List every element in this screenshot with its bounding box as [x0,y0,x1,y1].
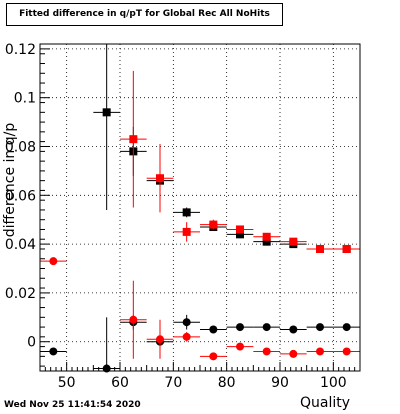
x-tick-label: 80 [218,375,236,391]
square-marker [182,208,191,217]
square-marker [209,220,218,229]
square-marker [262,237,271,246]
chart-title: Fitted difference in q/pT for Global Rec… [6,3,283,26]
circle-marker [342,323,351,332]
square-marker [182,227,191,236]
data-series [40,44,360,373]
circle-marker [182,332,191,341]
y-tick-label: 0.06 [5,188,36,204]
square-marker [316,244,324,253]
circle-marker [236,323,244,332]
square-marker [289,237,298,246]
circle-marker [182,318,191,327]
series-1 [120,70,360,253]
circle-marker [316,347,324,356]
square-marker [236,230,244,239]
circle-marker [129,315,138,324]
square-marker [156,174,164,183]
x-tick-label: 50 [58,375,76,391]
square-marker [102,108,111,117]
y-tick-label: 0 [27,335,36,351]
y-tick-label: 0.04 [5,237,36,253]
circle-marker [209,352,218,361]
square-marker [129,135,138,144]
x-tick-label: 90 [271,375,289,391]
circle-marker [49,347,58,356]
y-axis-label: difference in q/p [2,122,18,238]
y-tick-label: 0.1 [14,91,36,107]
x-axis-label: Quality [300,395,351,411]
circle-marker [289,325,298,334]
grid-lines [40,44,360,371]
square-marker [262,232,271,241]
circle-marker [236,342,244,351]
series-3 [40,257,360,361]
square-marker [342,244,351,253]
circle-marker [209,325,218,334]
datestamp: Wed Nov 25 11:41:54 2020 [4,400,141,410]
circle-marker [156,335,164,344]
y-tick-label: 0.12 [5,42,36,58]
axis-ticks: 50 60 70 80 90 100 0 0.02 0.04 0.06 0.08 0.1 0.12 [5,42,361,391]
x-tick-label: 100 [320,375,347,391]
square-marker [236,225,244,234]
circle-marker [262,323,271,332]
y-tick-label: 0.08 [5,139,36,155]
circle-marker [49,257,58,266]
y-tick-label: 0.02 [5,286,36,302]
circle-marker [316,323,324,332]
x-tick-label: 60 [111,375,129,391]
circle-marker [342,347,351,356]
circle-marker [289,349,298,358]
circle-marker [262,347,271,356]
x-tick-label: 70 [164,375,182,391]
